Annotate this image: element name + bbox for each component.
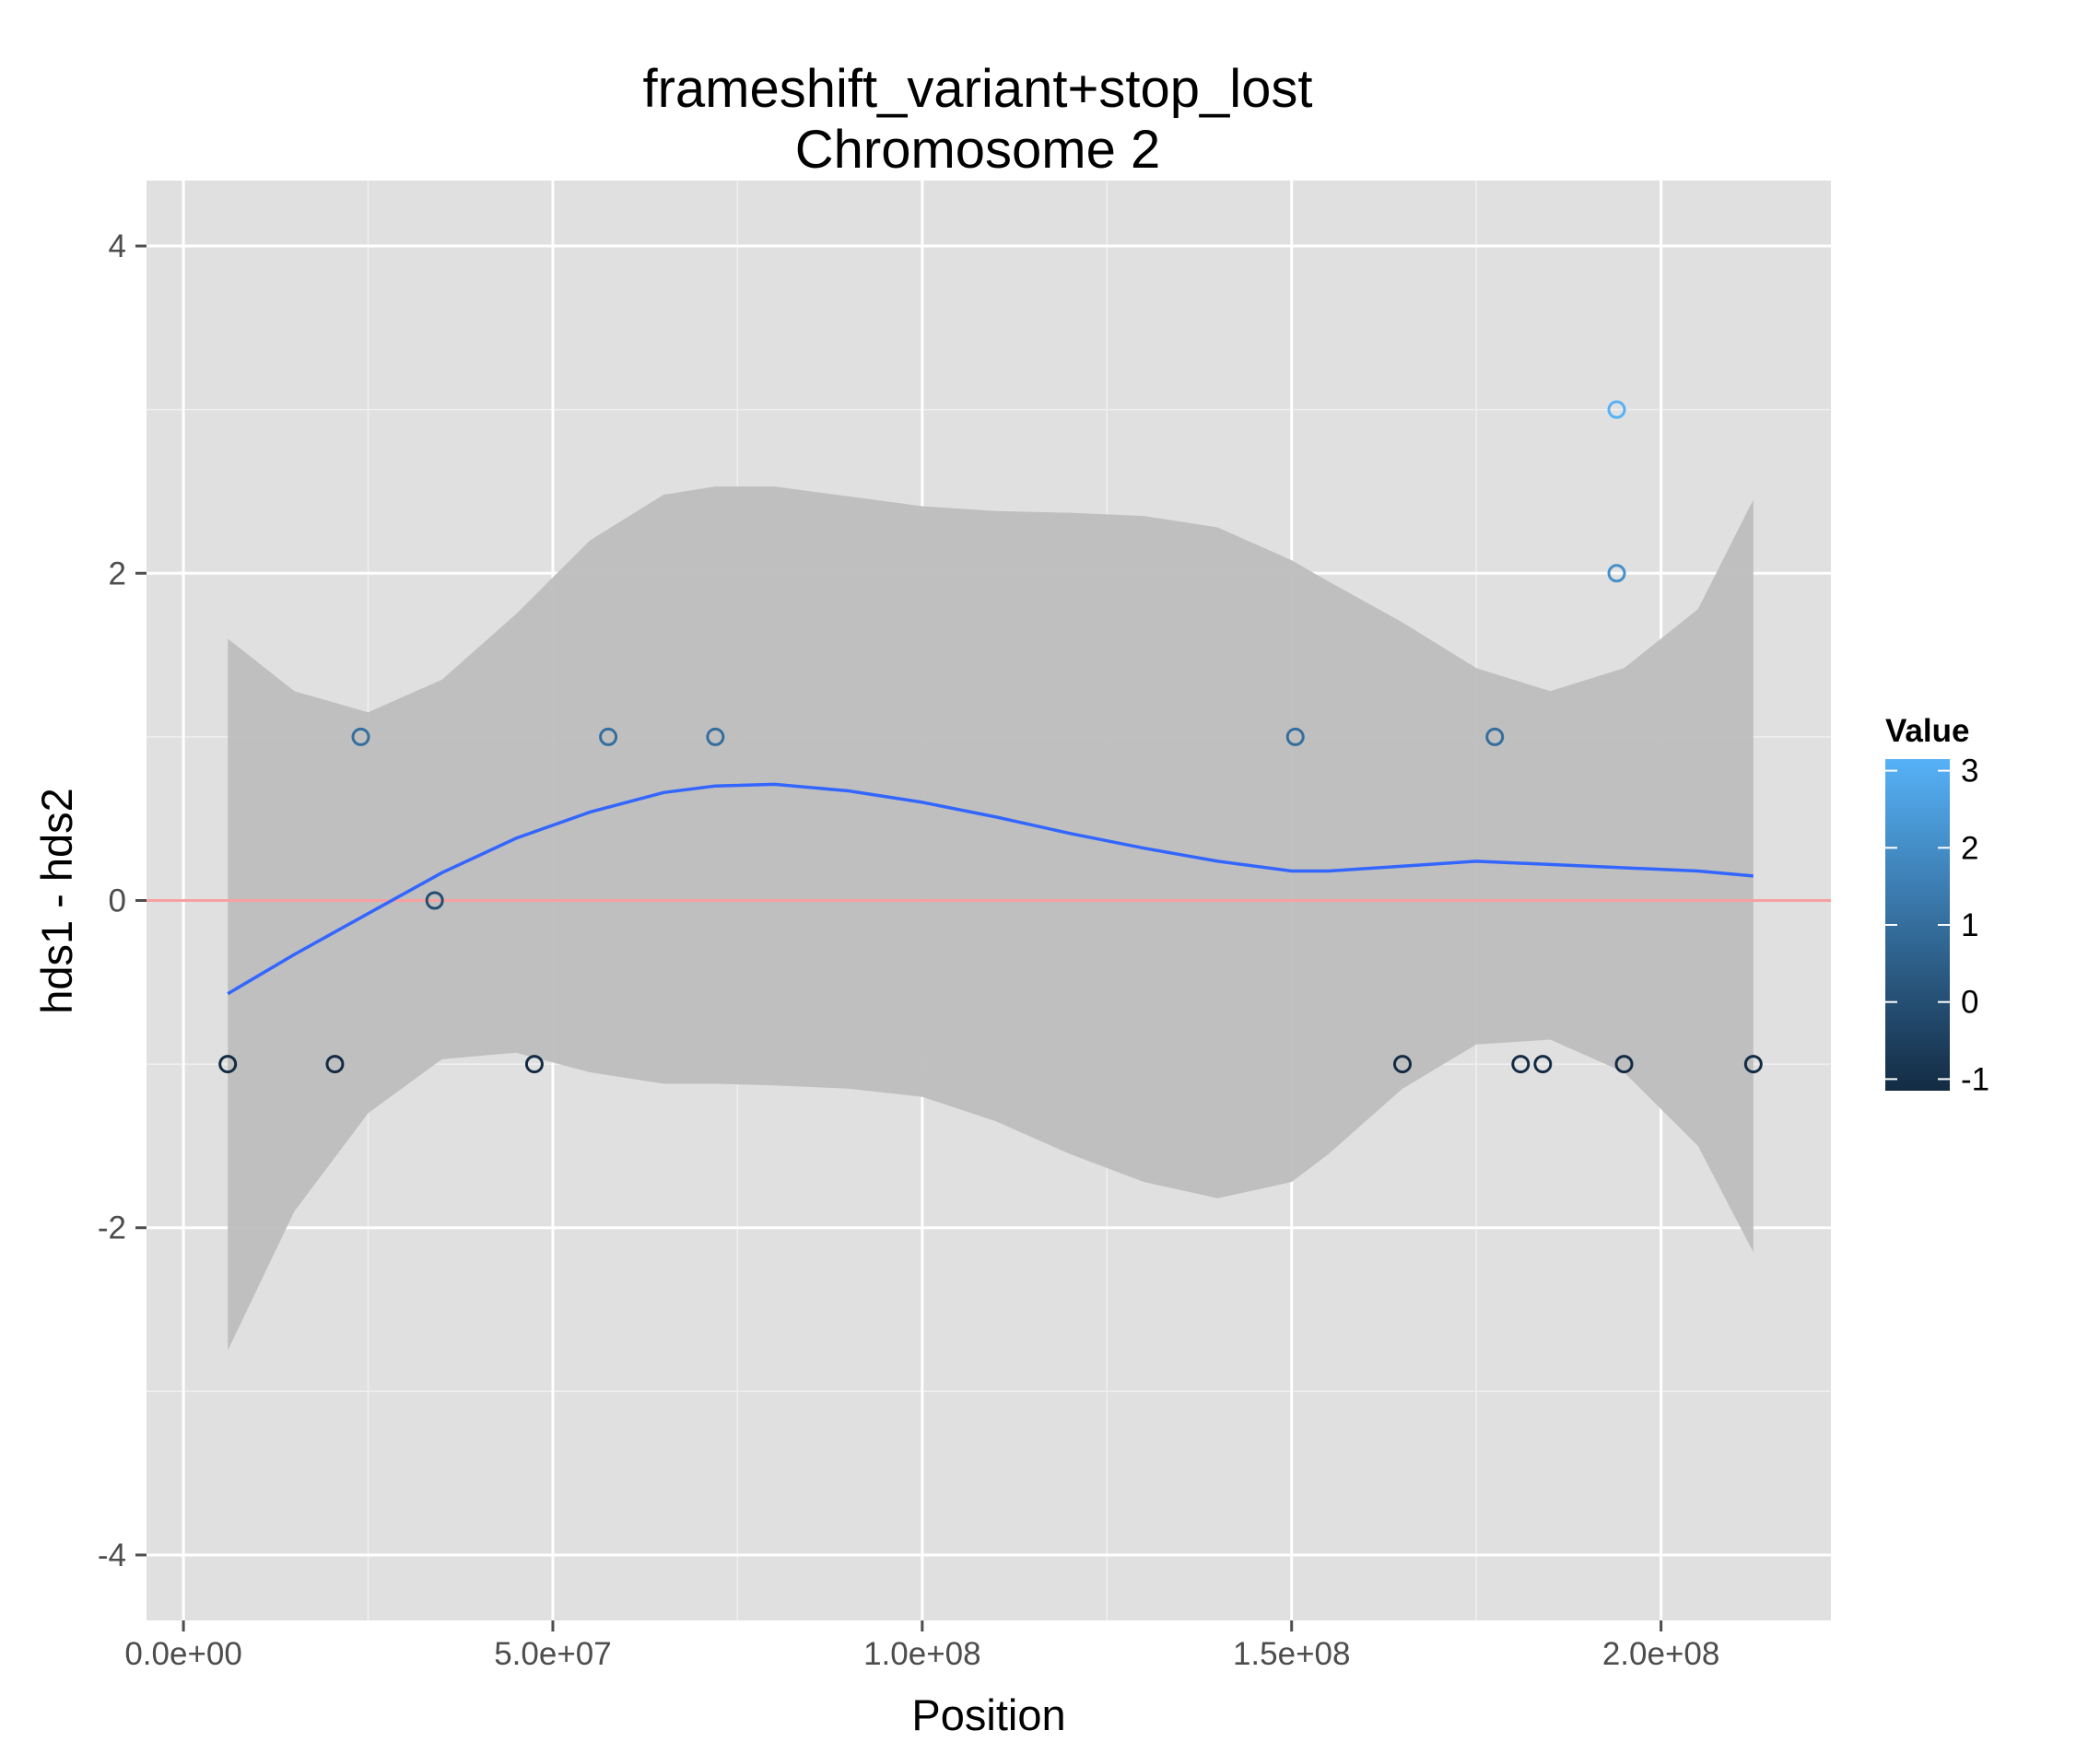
data-point (1743, 1055, 1763, 1074)
confidence-band (228, 486, 1754, 1351)
legend-tick-label: 1 (1961, 907, 1978, 943)
chart-title: frameshift_variant+stop_lost (643, 59, 1313, 119)
data-point (1285, 727, 1305, 746)
x-tick-label: 1.5e+08 (1233, 1636, 1351, 1672)
legend-tick-label: -1 (1961, 1061, 1989, 1097)
data-point (425, 891, 444, 910)
data-point (1607, 564, 1626, 583)
smooth-line (227, 782, 1754, 996)
data-point (599, 727, 618, 746)
data-point (706, 727, 725, 746)
data-point (1607, 400, 1626, 419)
y-tick-label: -2 (98, 1210, 126, 1246)
x-tick-label: 1.0e+08 (863, 1636, 981, 1672)
x-tick-label: 0.0e+00 (124, 1636, 242, 1672)
chart-subtitle: Chromosome 2 (795, 120, 1160, 180)
y-tick-label: 2 (109, 555, 126, 591)
x-tick-label: 2.0e+08 (1602, 1636, 1720, 1672)
data-point (1485, 727, 1505, 746)
data-point (1614, 1055, 1634, 1074)
data-point (524, 1055, 544, 1074)
legend-tick-label: 0 (1961, 985, 1978, 1021)
data-point (325, 1055, 345, 1074)
data-point (1533, 1055, 1553, 1074)
y-tick-label: 0 (109, 883, 126, 919)
x-axis-title: Position (911, 1690, 1065, 1739)
data-point (218, 1055, 238, 1074)
y-axis-title: hds1 - hds2 (32, 788, 81, 1014)
data-point (1392, 1055, 1412, 1074)
legend-title: Value (1885, 713, 1969, 749)
axes: 0.0e+00 5.0e+07 1.0e+08 1.5e+08 2.0e+08 4 2 0 -2… (98, 228, 1719, 1672)
x-tick-label: 5.0e+07 (494, 1636, 612, 1672)
legend-ticks: 3 2 1 0 -1 (1885, 754, 1989, 1097)
points-layer (218, 400, 1763, 1074)
y-tick-label: 4 (109, 228, 126, 264)
smooth-line-layer (227, 782, 1754, 996)
data-point (351, 727, 370, 746)
legend-tick-label: 2 (1961, 830, 1978, 866)
color-legend: Value 3 2 1 0 -1 (1885, 713, 1989, 1097)
legend-tick-label: 3 (1961, 754, 1978, 789)
confidence-band-layer (228, 486, 1754, 1351)
y-tick-label: -4 (98, 1538, 126, 1573)
data-point (1511, 1055, 1531, 1074)
